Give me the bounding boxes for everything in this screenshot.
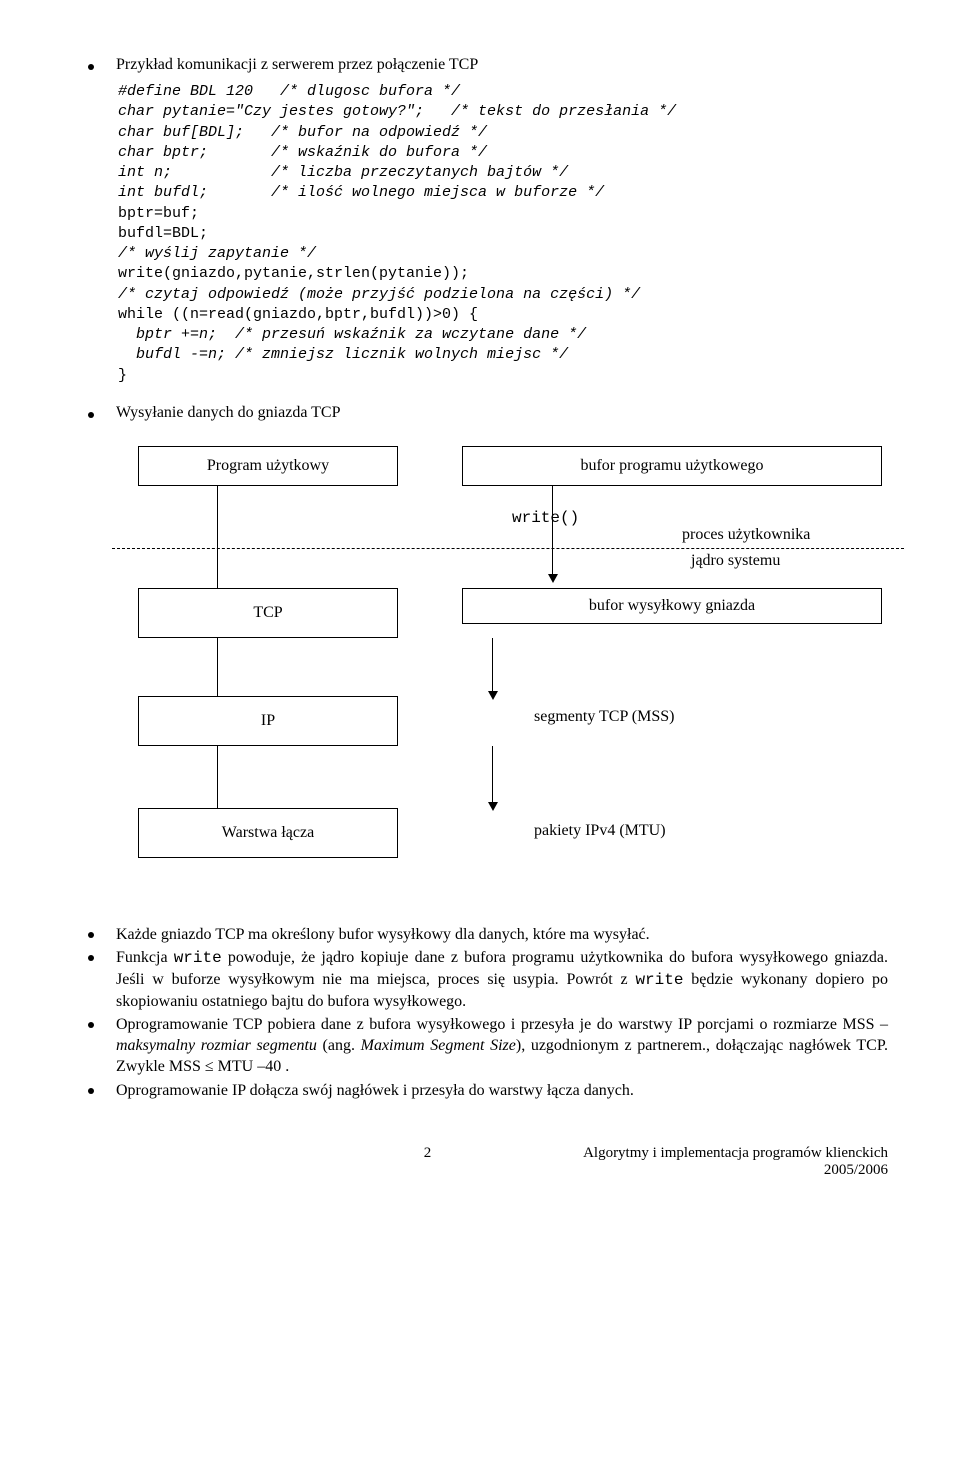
para-text: Oprogramowanie IP dołącza swój nagłówek … <box>116 1080 888 1101</box>
t: Maximum Segment Size <box>361 1037 516 1054</box>
bullet-p2: Funkcja write powoduje, że jądro kopiuje… <box>88 947 888 1012</box>
box-warstwa: Warstwa łącza <box>138 808 398 858</box>
bullet-example: Przykład komunikacji z serwerem przez po… <box>88 56 888 74</box>
code-line: /* wyślij zapytanie */ <box>118 244 888 264</box>
vline <box>217 746 218 808</box>
bullet-p4: Oprogramowanie IP dołącza swój nagłówek … <box>88 1080 888 1101</box>
bullet-dot <box>88 932 94 938</box>
t: write <box>635 971 683 989</box>
arrowhead <box>488 691 498 700</box>
box-label: Program użytkowy <box>207 457 329 475</box>
label-write: write() <box>512 508 579 530</box>
footer-line: 2005/2006 <box>583 1162 888 1179</box>
code-line: } <box>118 366 888 386</box>
bullet-dot <box>88 955 94 961</box>
code-line: bptr=buf; <box>118 204 888 224</box>
t: Oprogramowanie TCP pobiera dane z bufora… <box>116 1016 888 1033</box>
para-text: Funkcja write powoduje, że jądro kopiuje… <box>116 947 888 1012</box>
bullet-dot <box>88 1088 94 1094</box>
code-line: int n; /* liczba przeczytanych bajtów */ <box>118 163 888 183</box>
para-text: Każde gniazdo TCP ma określony bufor wys… <box>116 924 888 945</box>
arrowhead <box>548 574 558 583</box>
box-bufwys: bufor wysyłkowy gniazda <box>462 588 882 624</box>
bullet-dot <box>88 1022 94 1028</box>
box-label: TCP <box>253 604 282 622</box>
bullet-dot <box>88 412 94 418</box>
box-label: Warstwa łącza <box>222 824 314 842</box>
bullet-text: Wysyłanie danych do gniazda TCP <box>116 404 888 422</box>
bullet-p3: Oprogramowanie TCP pobiera dane z bufora… <box>88 1014 888 1077</box>
code-line: /* czytaj odpowiedź (może przyjść podzie… <box>118 285 888 305</box>
code-line: char bptr; /* wskaźnik do bufora */ <box>118 143 888 163</box>
label-jadro: jądro systemu <box>691 552 780 570</box>
code-line: char pytanie="Czy jestes gotowy?"; /* te… <box>118 102 888 122</box>
diagram-tcp-send: Program użytkowy bufor programu użytkowe… <box>112 446 904 906</box>
code-line: while ((n=read(gniazdo,bptr,bufdl))>0) { <box>118 305 888 325</box>
t: (ang. <box>317 1037 361 1054</box>
dashed-divider <box>112 548 904 549</box>
code-line: #define BDL 120 /* dlugosc bufora */ <box>118 82 888 102</box>
t: Funkcja <box>116 949 174 966</box>
vline <box>492 638 493 693</box>
bullet-dot <box>88 64 94 70</box>
code-line: bufdl=BDL; <box>118 224 888 244</box>
vline <box>552 486 553 576</box>
vline <box>492 746 493 804</box>
t: maksymalny rozmiar segmentu <box>116 1037 317 1054</box>
code-line: bufdl -=n; /* zmniejsz licznik wolnych m… <box>118 345 888 365</box>
vline <box>217 638 218 696</box>
code-line: char buf[BDL]; /* bufor na odpowiedź */ <box>118 123 888 143</box>
footer-line: Algorytmy i implementacja programów klie… <box>583 1145 888 1162</box>
code-line: bptr +=n; /* przesuń wskaźnik za wczytan… <box>118 325 888 345</box>
t: write <box>174 949 222 967</box>
footer-page: 2 <box>424 1145 432 1179</box>
label-pakiety: pakiety IPv4 (MTU) <box>534 822 666 840</box>
box-bufprog: bufor programu użytkowego <box>462 446 882 486</box>
box-label: bufor programu użytkowego <box>580 457 763 475</box>
box-program: Program użytkowy <box>138 446 398 486</box>
box-label: IP <box>261 712 275 730</box>
code-line: write(gniazdo,pytanie,strlen(pytanie)); <box>118 264 888 284</box>
label-proces: proces użytkownika <box>682 526 810 544</box>
box-tcp: TCP <box>138 588 398 638</box>
footer-right: Algorytmy i implementacja programów klie… <box>583 1145 888 1179</box>
label-segmenty: segmenty TCP (MSS) <box>534 708 674 726</box>
box-ip: IP <box>138 696 398 746</box>
footer: 2 Algorytmy i implementacja programów kl… <box>72 1145 888 1179</box>
bullet-send: Wysyłanie danych do gniazda TCP <box>88 404 888 422</box>
para-text: Oprogramowanie TCP pobiera dane z bufora… <box>116 1014 888 1077</box>
bullet-p1: Każde gniazdo TCP ma określony bufor wys… <box>88 924 888 945</box>
code-block-1: #define BDL 120 /* dlugosc bufora */ cha… <box>118 82 888 386</box>
code-line: int bufdl; /* ilość wolnego miejsca w bu… <box>118 183 888 203</box>
bullet-text: Przykład komunikacji z serwerem przez po… <box>116 56 888 74</box>
box-label: bufor wysyłkowy gniazda <box>589 597 755 615</box>
arrowhead <box>488 802 498 811</box>
